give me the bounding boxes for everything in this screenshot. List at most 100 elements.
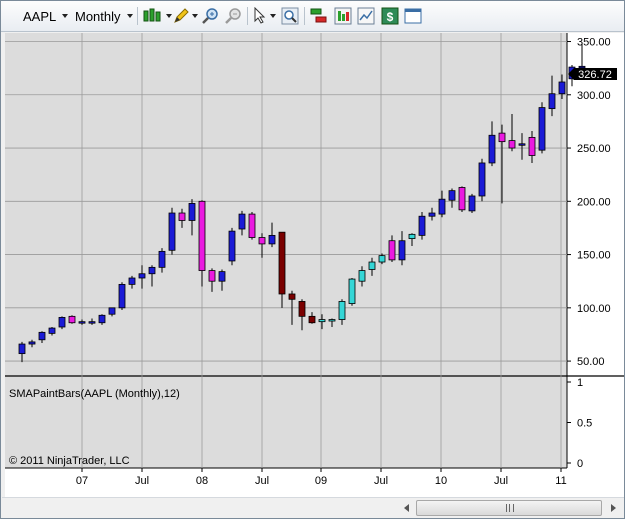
last-price-value: 326.72 — [578, 69, 612, 81]
candle — [58, 316, 66, 330]
currency-button[interactable]: $ — [381, 6, 399, 26]
candle — [478, 158, 486, 202]
candle — [428, 207, 436, 221]
candle-body — [378, 255, 386, 263]
candle-body — [28, 341, 36, 345]
candle — [148, 265, 156, 287]
time-tick-label: Jul — [494, 475, 508, 487]
candle-body — [558, 81, 566, 95]
instrument-selector[interactable]: AAPL — [23, 6, 69, 26]
candle-body — [268, 234, 276, 245]
candle-body — [118, 283, 126, 309]
window-button[interactable] — [404, 6, 422, 26]
instrument-label: AAPL — [23, 8, 57, 24]
scroll-grip-icon — [506, 504, 514, 512]
candle — [578, 43, 586, 70]
candle-body — [398, 240, 406, 261]
candle-body — [48, 327, 56, 334]
candle-body — [518, 143, 526, 146]
chevron-down-icon — [192, 14, 198, 18]
data-box-icon — [334, 7, 352, 25]
candle-body — [18, 343, 26, 355]
time-tick-label: 09 — [315, 475, 327, 487]
candle-body — [178, 212, 186, 221]
candle — [488, 121, 496, 167]
candle-body — [108, 307, 116, 315]
candle-body — [198, 200, 206, 271]
zoom-out-button[interactable] — [224, 6, 242, 26]
zoom-in-button[interactable] — [201, 6, 219, 26]
copyright-text: © 2011 NinjaTrader, LLC — [9, 455, 130, 467]
candle-body — [218, 271, 226, 282]
candle — [298, 299, 306, 331]
search-button[interactable] — [281, 6, 299, 26]
chevron-down-icon — [166, 14, 172, 18]
candle-body — [238, 213, 246, 230]
candle — [318, 314, 326, 330]
candle-body — [358, 270, 366, 282]
candle-body — [168, 212, 176, 251]
candle-body — [38, 331, 46, 341]
candle — [348, 278, 356, 306]
candle-body — [408, 233, 416, 239]
chevron-down-icon — [62, 14, 69, 18]
candle — [138, 265, 146, 289]
indicator-tick-label: 0.5 — [577, 418, 592, 430]
chart-properties-button[interactable] — [357, 6, 375, 26]
time-tick-label: 08 — [196, 475, 208, 487]
toolbar-divider — [247, 7, 248, 25]
scroll-right-arrow-icon[interactable] — [606, 500, 620, 516]
candle-body — [148, 266, 156, 275]
zoom-out-icon — [225, 8, 241, 24]
candle-body — [508, 140, 516, 149]
candles — [18, 43, 586, 363]
candle — [78, 319, 86, 325]
pointer-button[interactable] — [253, 6, 276, 26]
period-selector[interactable]: Monthly — [75, 6, 133, 26]
drawing-tools-button[interactable] — [172, 6, 198, 26]
toolbar: AAPL Monthly — [1, 1, 624, 32]
candle-body — [308, 315, 316, 324]
candle — [98, 314, 106, 325]
scroll-left-arrow-icon[interactable] — [400, 500, 414, 516]
price-chart[interactable]: 350.00 300.00 250.00 200.00 150.00 100.00 50.0… — [5, 33, 624, 497]
candle-body — [68, 315, 76, 324]
chart-area[interactable]: 350.00 300.00 250.00 200.00 150.00 100.00 50.0… — [5, 33, 624, 497]
candle-body — [488, 134, 496, 164]
candle — [368, 257, 376, 276]
candle-body — [458, 187, 466, 211]
candle — [198, 200, 206, 287]
trade-button[interactable] — [310, 6, 328, 26]
period-label: Monthly — [75, 8, 121, 24]
candle — [508, 113, 516, 152]
candle-body — [88, 321, 96, 324]
candle-body — [328, 319, 336, 322]
candle — [328, 318, 336, 327]
bar-type-icon — [143, 8, 161, 22]
candle — [258, 233, 266, 258]
candle-body — [208, 270, 216, 282]
candle — [178, 208, 186, 228]
candle-body — [278, 231, 286, 295]
last-price-tag: 326.72 — [568, 68, 617, 81]
time-tick-label: Jul — [374, 475, 388, 487]
candle-body — [528, 136, 536, 156]
indicator-panel — [5, 376, 567, 468]
candle — [68, 315, 76, 324]
horizontal-scrollbar[interactable] — [2, 497, 624, 518]
bar-type-button[interactable] — [142, 6, 172, 26]
candle — [458, 186, 466, 212]
candle-body — [538, 107, 546, 151]
candle — [538, 102, 546, 154]
candle — [208, 268, 216, 292]
window-icon — [404, 8, 422, 24]
data-box-button[interactable] — [334, 6, 352, 26]
candle-body — [128, 277, 136, 285]
candle — [378, 253, 386, 265]
toolbar-divider — [137, 7, 138, 25]
candle — [248, 211, 256, 240]
candle — [358, 266, 366, 287]
candle — [288, 290, 296, 325]
indicator-label: SMAPaintBars(AAPL (Monthly),12) — [9, 388, 180, 400]
scroll-thumb[interactable] — [416, 500, 602, 516]
